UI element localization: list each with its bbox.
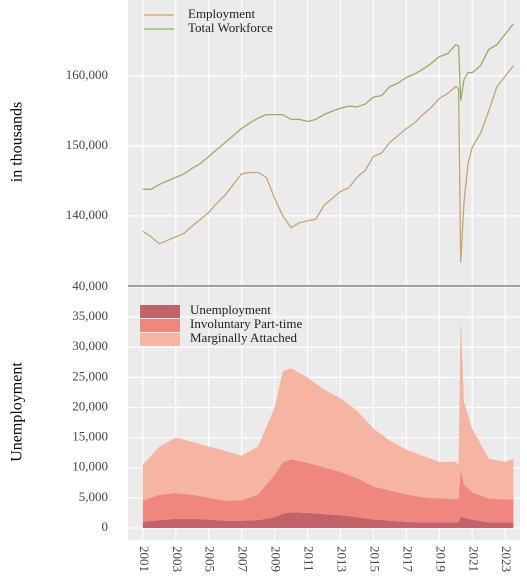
y-tick-label: 25,000 — [72, 368, 108, 383]
x-tick-label: 2023 — [499, 546, 514, 572]
legend-key — [140, 333, 180, 346]
legend-key — [140, 319, 180, 332]
y-axis-title: in thousands — [9, 102, 26, 182]
legend-label: Employment — [188, 6, 256, 21]
x-tick-label: 2019 — [433, 546, 448, 572]
x-tick-label: 2015 — [367, 546, 382, 572]
y-tick-label: 140,000 — [66, 207, 108, 222]
legend-key — [140, 305, 180, 318]
x-tick-label: 2003 — [170, 546, 185, 572]
y-tick-label: 10,000 — [72, 459, 108, 474]
y-tick-label: 30,000 — [72, 338, 108, 353]
panel-background — [128, 0, 520, 285]
x-tick-label: 2007 — [236, 546, 251, 573]
y-tick-label: 40,000 — [72, 278, 108, 293]
area — [142, 459, 514, 523]
y-tick-label: 15,000 — [72, 429, 108, 444]
line — [142, 23, 514, 190]
x-tick-label: 2013 — [334, 546, 349, 572]
legend-label: Involuntary Part-time — [190, 316, 303, 331]
x-tick-label: 2017 — [400, 546, 415, 573]
x-tick-label: 2001 — [137, 546, 152, 572]
legend-label: Marginally Attached — [190, 330, 297, 345]
x-tick-label: 2021 — [466, 546, 481, 572]
y-tick-label: 150,000 — [66, 137, 108, 152]
x-tick-label: 2011 — [302, 546, 317, 572]
y-tick-label: 5,000 — [79, 489, 108, 504]
legend-label: Total Workforce — [188, 20, 273, 35]
y-tick-label: 0 — [102, 519, 109, 534]
line — [142, 65, 514, 263]
legend-label: Unemployment — [190, 302, 271, 317]
y-tick-label: 35,000 — [72, 308, 108, 323]
x-tick-label: 2005 — [203, 546, 218, 572]
y-tick-label: 20,000 — [72, 398, 108, 413]
area — [142, 317, 514, 501]
area — [142, 512, 514, 528]
x-tick-label: 2009 — [269, 546, 284, 572]
y-tick-label: 160,000 — [66, 67, 108, 82]
y-axis-title: Unemployment — [9, 362, 26, 462]
